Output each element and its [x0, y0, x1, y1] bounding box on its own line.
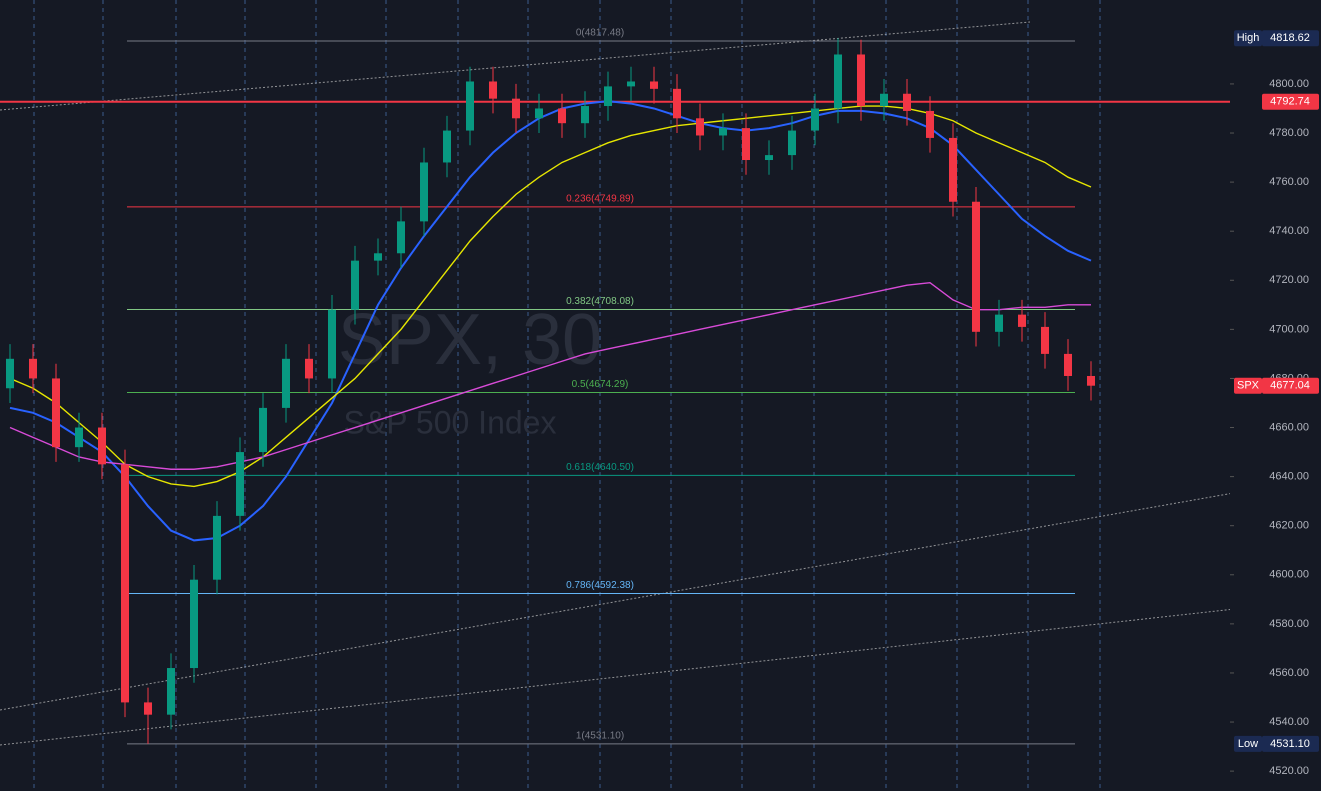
- y-tick-label: 4520.00: [1269, 765, 1309, 777]
- candle-body: [6, 358, 14, 389]
- y-tick-label: 4720.00: [1269, 274, 1309, 286]
- price-label-name-box: [1234, 377, 1262, 394]
- watermark: SPX, 30: [338, 300, 602, 380]
- candle-body: [811, 108, 819, 131]
- candle-body: [144, 702, 152, 715]
- candle-body: [52, 378, 60, 448]
- candle-body: [259, 407, 267, 453]
- price-axis: [1230, 0, 1321, 791]
- candle-body: [167, 668, 175, 715]
- y-tick-label: 4760.00: [1269, 176, 1309, 188]
- price-label-value: 4677.04: [1270, 380, 1310, 392]
- price-label-value: 4531.10: [1270, 738, 1310, 750]
- candle-body: [75, 427, 83, 448]
- candle-body: [834, 54, 842, 109]
- candle-body: [1018, 314, 1026, 327]
- candle-body: [98, 427, 106, 465]
- candle-body: [535, 108, 543, 119]
- price-label-value: 4792.74: [1270, 96, 1310, 108]
- y-tick-label: 4780.00: [1269, 127, 1309, 139]
- y-tick-label: 4620.00: [1269, 520, 1309, 532]
- watermark-subtitle: S&P 500 Index: [344, 404, 557, 440]
- candle-body: [627, 81, 635, 87]
- candle-body: [443, 130, 451, 163]
- candle-body: [512, 98, 520, 119]
- y-tick-label: 4700.00: [1269, 323, 1309, 335]
- fib-label: 1(4531.10): [576, 731, 624, 742]
- candle-body: [1064, 353, 1072, 376]
- fib-label: 0.5(4674.29): [572, 379, 629, 390]
- candle-body: [305, 358, 313, 379]
- candle-body: [788, 130, 796, 156]
- candle-body: [765, 155, 773, 161]
- trend-lines: [0, 21, 1263, 746]
- candle-body: [397, 221, 405, 254]
- candle-body: [190, 579, 198, 669]
- fib-label: 0(4817.48): [576, 28, 624, 39]
- price-label-box: [1262, 377, 1319, 394]
- candle-body: [282, 358, 290, 408]
- candle-body: [121, 464, 129, 703]
- price-label-name-box: [1234, 30, 1262, 47]
- fib-label: 0.786(4592.38): [566, 580, 634, 591]
- candle-body: [1087, 375, 1095, 386]
- candle-body: [489, 81, 497, 99]
- candle-body: [213, 515, 221, 580]
- candle-body: [995, 314, 1003, 332]
- price-label-name: Low: [1238, 738, 1258, 750]
- fib-label: 0.618(4640.50): [566, 462, 634, 473]
- fib-label: 0.382(4708.08): [566, 296, 634, 307]
- candle-body: [903, 93, 911, 111]
- price-label-name: SPX: [1237, 380, 1260, 392]
- candle-body: [880, 93, 888, 107]
- candle-body: [236, 452, 244, 516]
- candle-body: [972, 201, 980, 332]
- candle-body: [420, 162, 428, 222]
- moving-average: [9, 282, 1091, 470]
- fib-label: 0.236(4749.89): [566, 194, 634, 205]
- candle-body: [466, 81, 474, 131]
- moving-average: [9, 100, 1092, 542]
- candle-body: [696, 118, 704, 136]
- candle-body: [328, 309, 336, 379]
- candle-body: [857, 54, 865, 107]
- candle-body: [926, 110, 934, 138]
- candle-body: [558, 108, 566, 124]
- price-label-name-box: [1234, 735, 1262, 752]
- candle-body: [351, 260, 359, 310]
- price-label-box: [1262, 30, 1319, 47]
- price-label-box: [1262, 93, 1319, 110]
- candle-body: [604, 86, 612, 107]
- candle-body: [374, 253, 382, 261]
- candle-body: [1041, 326, 1049, 354]
- candle-body: [29, 358, 37, 379]
- candle-body: [673, 88, 681, 119]
- price-label-value: 4818.62: [1270, 32, 1310, 44]
- session-dividers: [33, 0, 1101, 791]
- candle-body: [742, 128, 750, 161]
- y-tick-label: 4800.00: [1269, 78, 1309, 90]
- candle-body: [581, 106, 589, 124]
- y-tick-label: 4660.00: [1269, 421, 1309, 433]
- y-tick-label: 4580.00: [1269, 618, 1309, 630]
- y-tick-label: 4640.00: [1269, 471, 1309, 483]
- y-tick-label: 4560.00: [1269, 667, 1309, 679]
- y-tick-label: 4600.00: [1269, 569, 1309, 581]
- candle-body: [650, 81, 658, 89]
- price-label-name: High: [1237, 32, 1260, 44]
- candle-body: [719, 128, 727, 136]
- candle-body: [949, 137, 957, 202]
- y-tick-label: 4740.00: [1269, 225, 1309, 237]
- y-tick-label: 4540.00: [1269, 716, 1309, 728]
- price-label-box: [1262, 735, 1319, 752]
